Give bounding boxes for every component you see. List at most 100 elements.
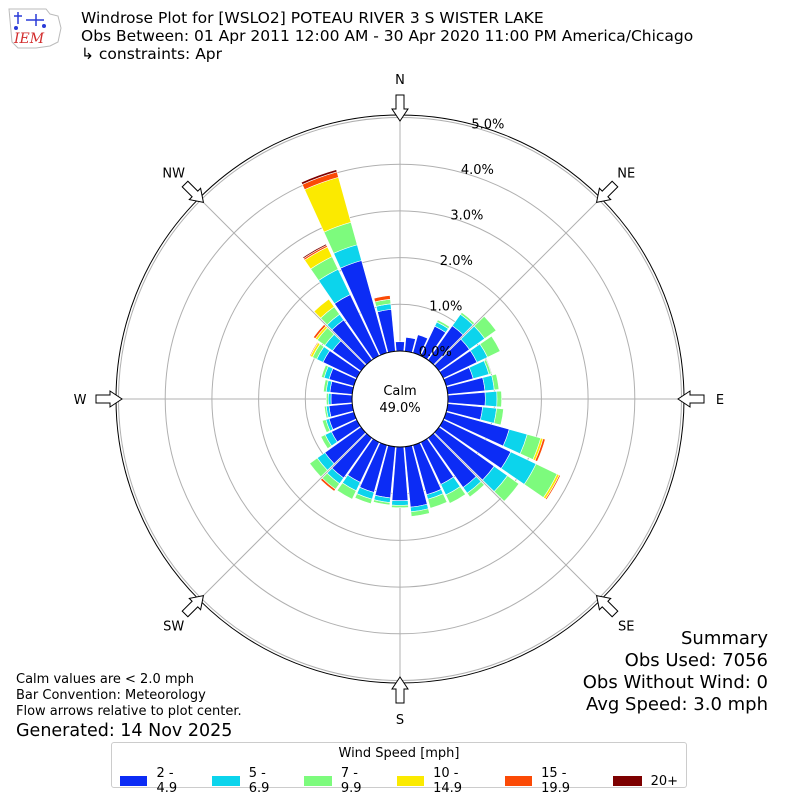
direction-label: S xyxy=(396,713,404,728)
wind-bar-segment xyxy=(410,508,430,517)
wind-bar-segment xyxy=(427,493,448,509)
wind-bar-segment xyxy=(534,438,546,462)
wind-bar-segment xyxy=(354,493,373,505)
legend-item: 5 - 6.9 xyxy=(212,766,288,796)
wind-bar-segment xyxy=(327,393,332,405)
wind-bar-segment xyxy=(309,457,328,478)
iem-logo: IEM xyxy=(8,8,62,49)
legend-label: 15 - 19.9 xyxy=(541,766,571,796)
direction-label: NW xyxy=(162,167,185,182)
title-line-2: Obs Between: 01 Apr 2011 12:00 AM - 30 A… xyxy=(81,27,694,45)
legend: Wind Speed [mph] 2 - 4.9 5 - 6.9 7 - 9.9… xyxy=(111,742,687,796)
wind-bar-segment xyxy=(309,341,319,357)
r-tick-label: 1.0% xyxy=(429,300,462,315)
direction-label: NE xyxy=(617,167,635,182)
flow-arrow xyxy=(595,180,619,204)
legend-swatch xyxy=(212,776,240,786)
direction-label: N xyxy=(395,73,405,88)
flow-arrow xyxy=(391,94,409,122)
legend-swatch xyxy=(304,776,332,786)
flow-arrow xyxy=(181,594,205,618)
grid-spoke xyxy=(200,432,367,599)
wind-bar-segment xyxy=(473,315,497,340)
wind-bar-segment xyxy=(483,359,492,375)
flow-arrow xyxy=(595,594,619,618)
direction-label: E xyxy=(716,393,724,408)
calm-value: 49.0% xyxy=(379,401,420,416)
wind-bar-segment xyxy=(493,475,520,502)
summary-title: Summary xyxy=(681,628,768,649)
wind-bar-segment xyxy=(373,295,391,303)
r-tick-label: 5.0% xyxy=(471,118,504,133)
wind-bar-segment xyxy=(391,504,409,509)
footnotes: Calm values are < 2.0 mph Bar Convention… xyxy=(16,672,242,741)
note-bar-convention: Bar Convention: Meteorology xyxy=(16,688,206,703)
wind-bar-segment xyxy=(484,391,498,407)
flow-arrow xyxy=(181,180,205,204)
wind-bar-segment xyxy=(391,500,409,506)
title-line-1: Windrose Plot for [WSLO2] POTEAU RIVER 3… xyxy=(81,9,544,27)
calm-circle xyxy=(351,350,449,448)
wind-bar-segment xyxy=(447,391,486,407)
wind-bar-segment xyxy=(300,169,338,185)
legend-item: 2 - 4.9 xyxy=(120,766,196,796)
legend-item: 20+ xyxy=(612,766,678,796)
legend-label: 10 - 14.9 xyxy=(433,766,463,796)
wind-bar-segment xyxy=(491,373,500,391)
grid-spoke xyxy=(433,199,600,366)
direction-label: SW xyxy=(163,619,184,634)
wind-bar-segment xyxy=(320,434,332,450)
legend-item: 15 - 19.9 xyxy=(504,766,597,796)
wind-bar-segment xyxy=(313,298,335,319)
grid-spoke xyxy=(200,199,367,366)
wind-bar-segment xyxy=(320,364,329,379)
r-tick-label: 4.0% xyxy=(461,163,494,178)
wind-bar-segment xyxy=(479,335,501,358)
wind-bar-segment xyxy=(466,481,485,498)
wind-bar-segment xyxy=(493,407,504,426)
flow-arrow xyxy=(95,390,123,408)
legend-title: Wind Speed [mph] xyxy=(338,746,460,761)
note-calm: Calm values are < 2.0 mph xyxy=(16,672,195,687)
r-tick-label: 2.0% xyxy=(440,254,473,269)
legend-label: 7 - 9.9 xyxy=(340,766,362,796)
legend-label: 5 - 6.9 xyxy=(248,766,270,796)
wind-bar-segment xyxy=(336,482,357,500)
wind-bar-segment xyxy=(326,392,329,406)
wind-bar-segment xyxy=(321,419,331,433)
calm-label: Calm xyxy=(383,384,416,399)
wind-bar-segment xyxy=(544,474,561,501)
summary-obs-without-wind: Obs Without Wind: 0 xyxy=(582,672,768,693)
legend-swatch xyxy=(396,776,425,786)
wind-bar-segment xyxy=(320,477,336,492)
logo-text: IEM xyxy=(13,31,45,47)
generated-date: Generated: 14 Nov 2025 xyxy=(16,721,233,741)
wind-bar-segment xyxy=(436,319,451,330)
title-line-3: ↳ constraints: Apr xyxy=(81,45,223,63)
wind-bar-segment xyxy=(323,379,329,393)
legend-swatch xyxy=(612,776,642,786)
legend-items: 2 - 4.9 5 - 6.9 7 - 9.9 10 - 14.9 15 - 1… xyxy=(112,766,686,796)
wind-bar-segment xyxy=(324,405,329,419)
note-flow-arrows: Flow arrows relative to plot center. xyxy=(16,704,242,719)
grid-spoke xyxy=(433,432,600,599)
legend-item: 7 - 9.9 xyxy=(304,766,380,796)
chart-title: Windrose Plot for [WSLO2] POTEAU RIVER 3… xyxy=(81,9,693,63)
r-tick-label: 0.0% xyxy=(419,345,452,360)
wind-bar-segment xyxy=(330,393,353,405)
wind-bar-segment xyxy=(496,390,503,408)
legend-item: 10 - 14.9 xyxy=(396,766,489,796)
wind-bar-segment xyxy=(480,406,497,424)
wind-bar-segment xyxy=(445,486,466,504)
flow-arrow xyxy=(391,676,409,704)
direction-label: SE xyxy=(618,619,634,634)
summary-box: Summary Obs Used: 7056 Obs Without Wind:… xyxy=(583,628,768,716)
flow-arrow xyxy=(677,390,705,408)
legend-swatch xyxy=(504,776,533,786)
wind-bar-segment xyxy=(395,341,405,352)
summary-avg-speed: Avg Speed: 3.0 mph xyxy=(586,694,768,715)
wind-bar-segment xyxy=(302,243,328,260)
wind-bar-segment xyxy=(459,311,475,326)
wind-bar-segment xyxy=(312,324,327,340)
